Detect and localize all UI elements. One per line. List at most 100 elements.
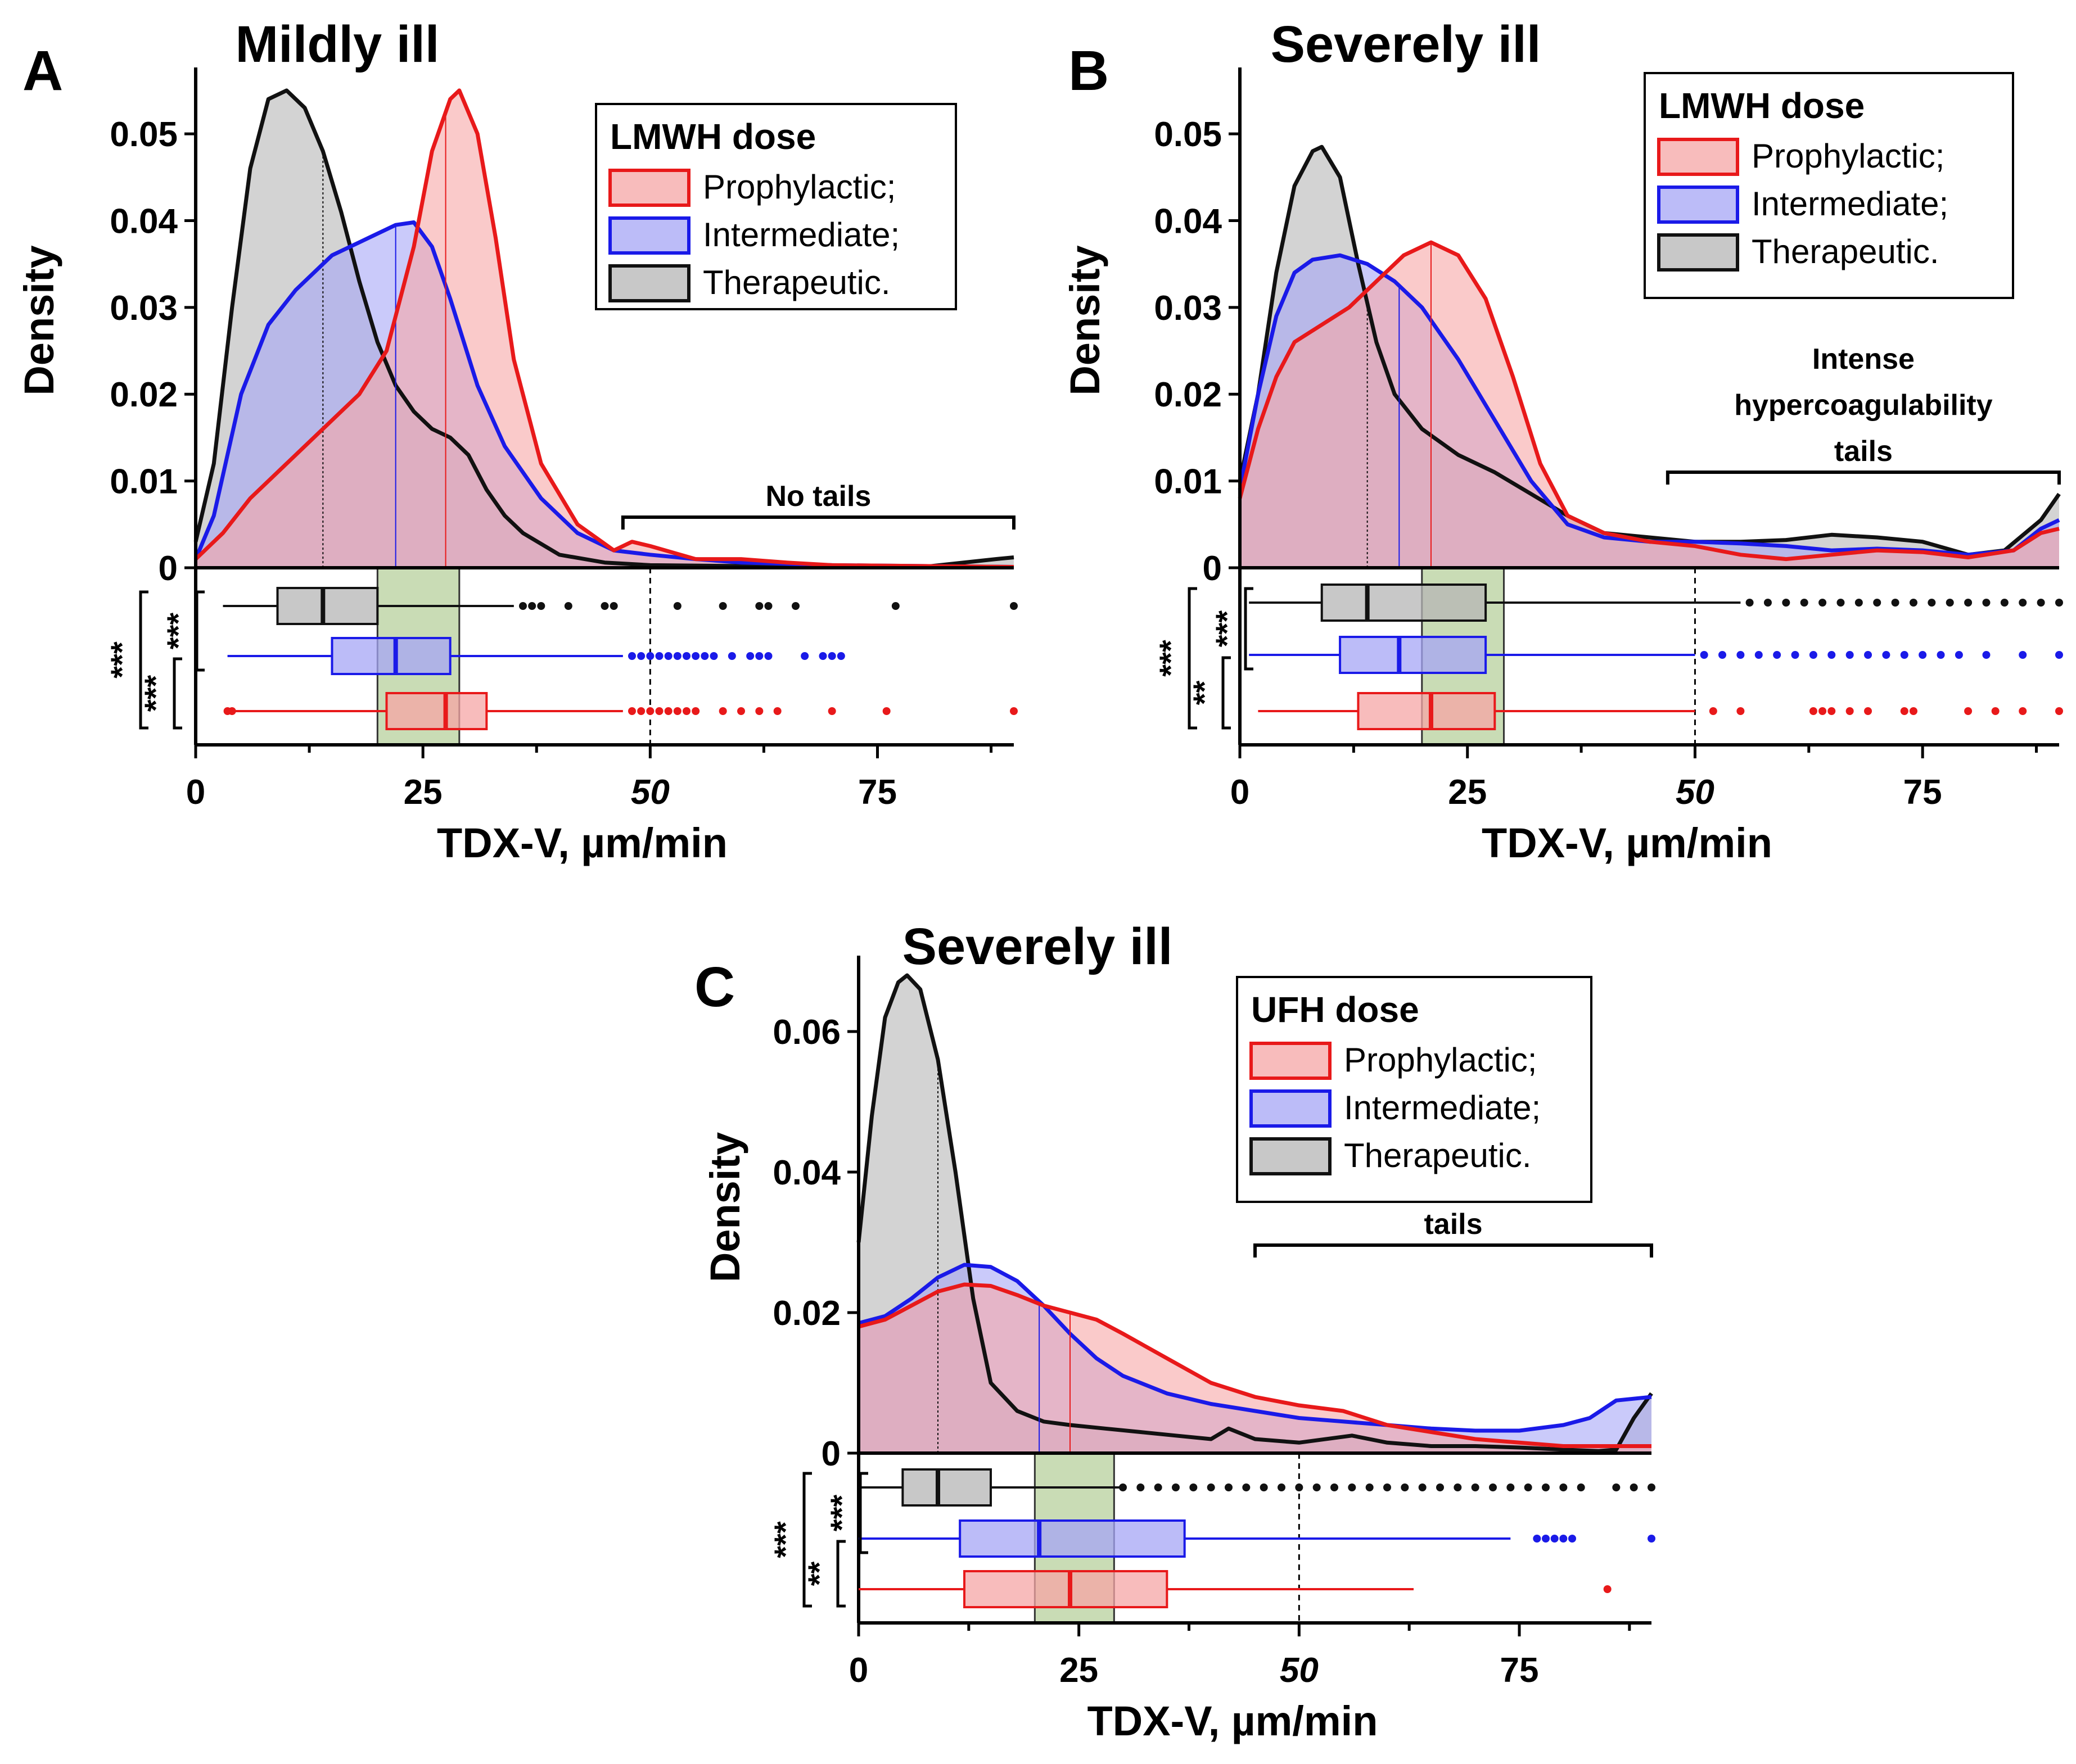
outlier-point	[1648, 1535, 1655, 1543]
legend-swatch	[608, 264, 691, 302]
y-tick-label: 0.01	[110, 463, 178, 501]
density-line-1	[858, 1263, 1652, 1433]
density-line-0	[1238, 240, 2060, 562]
outlier-point	[1900, 707, 1908, 715]
outlier-point	[801, 652, 809, 660]
y-tick-label: 0.01	[1154, 463, 1222, 501]
outlier-point	[1700, 651, 1708, 659]
outlier-point	[1295, 1483, 1303, 1491]
legend-swatch	[1657, 186, 1739, 224]
y-tick-label: 0.03	[1154, 289, 1222, 328]
outlier-point	[1207, 1483, 1215, 1491]
density-area-0	[859, 1284, 1651, 1453]
outlier-point	[601, 602, 609, 610]
legend-entry-label: Intermediate;	[703, 216, 900, 254]
x-axis-label: TDX-V, µm/min	[1087, 1698, 1378, 1744]
panel-B: B Severely ill 0 0.01 0.02 0.03 0.04 0.05 Densit…	[1062, 16, 2063, 866]
y-tick-label: 0	[1203, 549, 1222, 588]
outlier-point	[1964, 599, 1973, 607]
outlier-point	[1542, 1535, 1550, 1543]
y-axis-label: Density	[16, 245, 62, 395]
panel-title: Severely ill	[902, 918, 1173, 975]
outlier-point	[664, 707, 673, 715]
significance-label: **	[1186, 681, 1222, 705]
outlier-point	[2055, 651, 2063, 659]
outlier-point	[655, 707, 664, 715]
outlier-point	[1154, 1483, 1162, 1491]
legend-title: LMWH dose	[610, 116, 816, 157]
outlier-point	[1909, 707, 1917, 715]
outlier-point	[1736, 651, 1745, 659]
outlier-point	[1928, 599, 1936, 607]
y-tick-label: 0.06	[773, 1013, 841, 1052]
y-tick-label: 0	[822, 1435, 841, 1473]
box	[1339, 636, 1487, 674]
x-tick-label: 0	[849, 1651, 868, 1690]
significance-label: ***	[160, 613, 196, 650]
outlier-point	[828, 652, 836, 660]
outlier-point	[1919, 651, 1927, 659]
significance-bracket	[1244, 587, 1253, 671]
outlier-point	[1189, 1483, 1198, 1491]
outlier-point	[719, 602, 727, 610]
y-tick-label: 0.02	[1154, 376, 1222, 414]
outlier-point	[1955, 651, 1963, 659]
outlier-point	[228, 707, 236, 715]
outlier-point	[1550, 1535, 1559, 1543]
y-tick-label: 0.04	[773, 1154, 841, 1192]
outlier-point	[2055, 707, 2063, 715]
panel-title: Severely ill	[1271, 16, 1541, 73]
outlier-point	[1418, 1483, 1427, 1491]
outlier-point	[1278, 1483, 1285, 1491]
outlier-point	[1577, 1483, 1585, 1491]
legend-swatch	[1657, 233, 1739, 272]
outlier-point	[773, 707, 782, 715]
outlier-point	[719, 707, 727, 715]
outlier-point	[1542, 1483, 1550, 1491]
x-axis-label: TDX-V, µm/min	[437, 820, 728, 866]
outlier-point	[1891, 599, 1899, 607]
significance-bracket	[139, 590, 148, 730]
box	[1320, 584, 1487, 622]
outlier-point	[891, 602, 900, 610]
legend-entry-label: Intermediate;	[1752, 185, 1948, 223]
outlier-point	[628, 707, 636, 715]
outlier-point	[1800, 599, 1808, 607]
legend-swatch	[1249, 1137, 1332, 1175]
outlier-point	[610, 602, 618, 610]
outlier-point	[1709, 707, 1717, 715]
outlier-point	[1882, 651, 1890, 659]
outlier-point	[1010, 602, 1018, 610]
outlier-point	[528, 602, 536, 610]
outlier-point	[1736, 707, 1745, 715]
outlier-point	[1900, 651, 1908, 659]
legend-entry-label: Therapeutic.	[1344, 1137, 1532, 1174]
outlier-point	[2019, 707, 2027, 715]
outlier-point	[1630, 1483, 1638, 1491]
x-axis-label: TDX-V, µm/min	[1482, 820, 1772, 866]
outlier-point	[1836, 599, 1845, 607]
outlier-point	[637, 707, 646, 715]
y-tick-label: 0	[159, 549, 178, 588]
outlier-point	[728, 652, 736, 660]
outlier-point	[2055, 599, 2063, 607]
outlier-point	[1818, 707, 1827, 715]
panel-title: Mildly ill	[236, 16, 440, 73]
outlier-point	[2019, 651, 2027, 659]
tail-annotation: tails	[1424, 1208, 1482, 1241]
outlier-point	[673, 707, 682, 715]
outlier-point	[1489, 1483, 1497, 1491]
outlier-point	[646, 707, 655, 715]
x-tick-label: 25	[1448, 773, 1487, 812]
outlier-point	[837, 652, 845, 660]
outlier-point	[564, 602, 572, 610]
outlier-point	[664, 652, 673, 660]
outlier-point	[637, 652, 646, 660]
significance-label: ***	[1153, 640, 1188, 677]
significance-label: ***	[1209, 610, 1244, 648]
outlier-point	[1791, 651, 1799, 659]
box	[331, 637, 452, 675]
legend-swatch	[608, 169, 691, 207]
x-tick-label: 50	[631, 773, 670, 812]
